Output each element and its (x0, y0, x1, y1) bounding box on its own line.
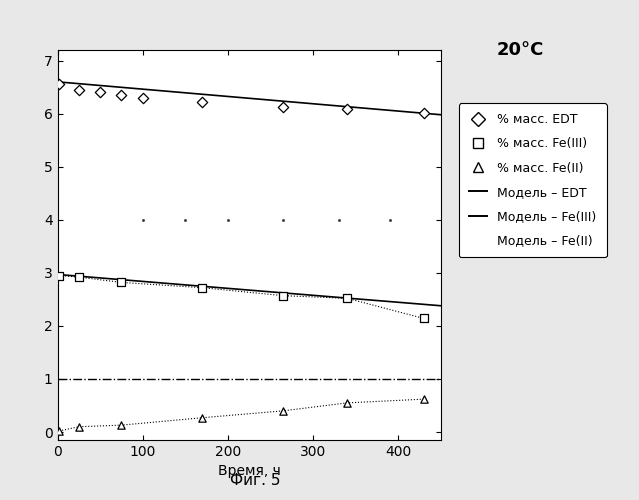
Point (197, 284, 208, 292)
Point (116, 278, 127, 286)
Point (95, 88, 105, 96)
Point (73, 273, 84, 281)
Point (342, 294, 352, 302)
Text: Фиг. 5: Фиг. 5 (230, 473, 281, 488)
Point (419, 395, 429, 403)
Point (137, 94, 148, 102)
Point (54, 80, 65, 88)
Point (278, 292, 288, 300)
Point (197, 98, 208, 106)
Point (278, 407, 288, 415)
Point (73, 422, 84, 430)
Point (419, 314, 429, 322)
Point (197, 414, 208, 422)
Legend: % масс. EDT, % масс. Fe(III), % масс. Fe(II), Модель – EDT, Модель – Fe(III), Мо: % масс. EDT, % масс. Fe(III), % масс. Fe… (459, 103, 606, 258)
Point (419, 109, 429, 117)
Point (342, 106, 352, 114)
Point (278, 104, 288, 112)
X-axis label: Время, ч: Время, ч (218, 464, 281, 478)
Text: 20°C: 20°C (497, 41, 544, 59)
Point (116, 421, 127, 429)
Point (342, 399, 352, 407)
Point (54, 272, 65, 280)
Point (73, 86, 84, 94)
Point (116, 91, 127, 99)
Point (54, 427, 65, 435)
